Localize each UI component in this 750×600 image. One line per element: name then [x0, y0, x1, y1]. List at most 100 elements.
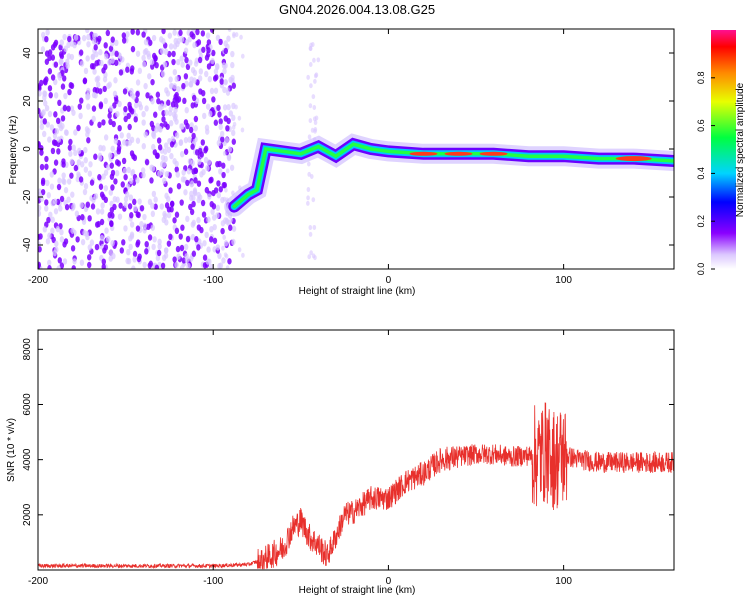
spectrogram-point: [204, 231, 209, 239]
spectrogram-point: [218, 123, 223, 131]
spectrogram-point: [73, 129, 78, 136]
spectrogram-point: [141, 54, 146, 62]
ridge-peak: [409, 151, 438, 156]
spectrogram-point: [47, 49, 53, 56]
spectrogram-point: [81, 34, 87, 42]
spectrogram-point: [63, 45, 68, 52]
spectrogram-point: [306, 74, 310, 80]
spectrogram-point: [57, 71, 62, 79]
spectrogram-point: [210, 208, 215, 215]
spectrogram-point: [202, 240, 207, 247]
spectrogram-point: [215, 62, 220, 70]
spectrogram-point: [142, 222, 148, 229]
spectrogram-point: [308, 45, 313, 51]
spectrogram-point: [44, 104, 50, 112]
spectrogram-point: [217, 252, 222, 260]
spectrogram-point: [310, 42, 315, 48]
spectrogram-point: [90, 203, 96, 210]
spectrogram-point: [135, 29, 141, 36]
spectrogram-point: [231, 82, 237, 89]
spectrogram-point: [185, 179, 190, 187]
spectrogram-point: [149, 177, 154, 184]
spectrogram-point: [141, 143, 146, 150]
y-tick-label: 20: [22, 95, 33, 107]
spectrogram-point: [206, 246, 211, 253]
spectrogram-point: [240, 127, 245, 133]
spectrogram-point: [87, 215, 92, 222]
spectrogram-point: [126, 112, 131, 120]
spectrogram-point: [123, 173, 128, 181]
spectrogram-point: [87, 261, 92, 269]
spectrogram-point: [174, 261, 179, 269]
spectrogram-point: [188, 81, 194, 88]
spectrogram-point: [90, 53, 96, 60]
spectrogram-point: [73, 34, 79, 41]
spectrogram-point: [151, 34, 157, 42]
spectrogram-points: [38, 29, 321, 269]
spectrogram-point: [55, 117, 61, 125]
spectrogram-point: [131, 265, 136, 269]
spectrogram-point: [176, 58, 181, 66]
spectrogram-point: [49, 171, 54, 178]
spectrogram-point: [227, 146, 232, 153]
spectrogram-point: [183, 73, 189, 80]
spectrogram-point: [47, 68, 53, 75]
spectrogram-point: [197, 56, 203, 64]
spectrogram-point: [41, 109, 46, 116]
spectrogram-point: [198, 147, 203, 155]
colorbar-gradient: [711, 30, 736, 269]
spectrogram-point: [202, 112, 207, 120]
spectrogram-point: [91, 38, 97, 45]
spectrogram-point: [50, 54, 56, 61]
spectrogram-point: [79, 259, 85, 266]
spectrogram-point: [39, 149, 44, 156]
spectrogram-point: [112, 90, 118, 98]
spectrogram-point: [48, 91, 53, 99]
spectrogram-y-axis: -40 -20 0 20 40: [22, 47, 674, 252]
spectrogram-point: [181, 82, 186, 90]
spectrogram-point: [129, 221, 135, 228]
spectrogram-point: [311, 197, 316, 203]
spectrogram-point: [86, 33, 91, 41]
spectrogram-point: [66, 196, 71, 203]
spectrogram-point: [176, 182, 182, 190]
spectrogram-point: [211, 189, 216, 197]
spectrogram-point: [87, 170, 93, 177]
spectrogram-point: [166, 99, 171, 106]
spectrogram-point: [50, 44, 56, 51]
spectrogram-point: [188, 203, 193, 211]
spectrogram-point: [200, 199, 206, 207]
colorbar: 0.0 0.2 0.4 0.6 0.8 Normalized spectral ampl…: [696, 30, 746, 275]
spectrogram-point: [123, 225, 128, 232]
spectrogram-point: [44, 35, 49, 43]
spectrogram-point: [241, 252, 245, 258]
spectrogram-point: [135, 225, 141, 232]
spectrogram-point: [224, 137, 230, 144]
spectrogram-point: [217, 111, 222, 118]
ridge-peak: [479, 151, 508, 156]
spectrogram-point: [79, 202, 84, 209]
spectrogram-point: [111, 252, 116, 260]
spectrogram-point: [53, 78, 58, 86]
spectrogram-point: [151, 131, 156, 138]
spectrogram-point: [174, 166, 179, 173]
spectrogram-point: [197, 158, 202, 165]
spectrogram-point: [129, 68, 134, 75]
spectrogram-point: [68, 82, 73, 89]
spectrogram-point: [159, 103, 165, 110]
spectrogram-point: [141, 119, 146, 126]
spectrogram-point: [86, 127, 91, 135]
spectrogram-point: [82, 77, 88, 84]
spectrogram-point: [308, 231, 313, 237]
spectrogram-point: [306, 161, 311, 167]
spectrogram-point: [121, 32, 127, 39]
spectrogram-point: [94, 87, 100, 94]
spectrogram-point: [225, 217, 229, 223]
spectrogram-point: [218, 168, 223, 175]
spectrogram-point: [172, 158, 177, 165]
spectrogram-point: [146, 53, 152, 60]
spectrogram-point: [150, 210, 156, 218]
spectrogram-point: [219, 130, 225, 138]
spectrogram-point: [78, 49, 84, 56]
spectrogram-point: [80, 214, 85, 221]
